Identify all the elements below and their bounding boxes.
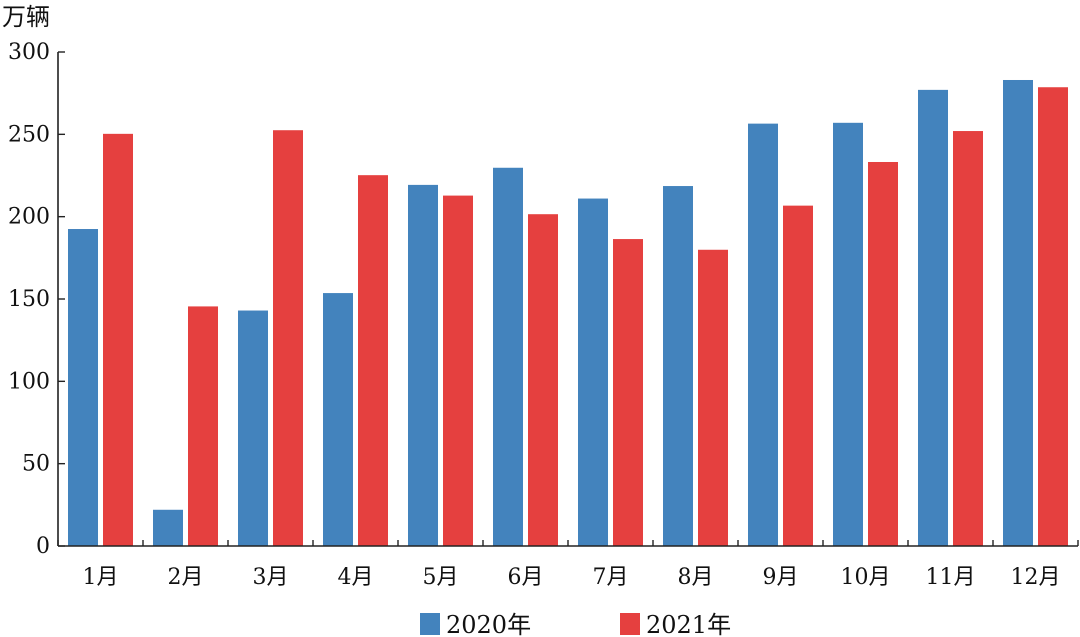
y-tick-label: 100 [8, 369, 50, 394]
bar-series1-12 [1003, 79, 1033, 546]
y-tick-label: 300 [8, 40, 50, 65]
bar-series2-10 [868, 161, 898, 547]
y-tick-label: 50 [22, 452, 50, 477]
y-axis-ticks: 0 50 100 150 200 250 300 [8, 40, 65, 559]
bar-series2-4 [358, 175, 388, 547]
bar-series2-11 [953, 131, 983, 547]
y-tick-label: 200 [8, 205, 50, 230]
bar-series1-4 [323, 293, 353, 546]
bar-series2-1 [103, 133, 133, 546]
bar-series1-11 [918, 89, 948, 546]
x-tick-label: 10月 [841, 565, 891, 590]
bar-series1-1 [68, 229, 98, 546]
legend-label-1: 2020年 [446, 611, 531, 637]
bar-series2-2 [188, 306, 218, 546]
bar-series1-6 [493, 167, 523, 546]
x-tick-label: 6月 [508, 565, 544, 590]
y-tick-label: 250 [8, 122, 50, 147]
bar-series1-8 [663, 186, 693, 546]
bar-series2-5 [443, 195, 473, 546]
y-tick-label: 0 [36, 534, 50, 559]
bar-series2-12 [1038, 87, 1068, 546]
bar-series1-9 [748, 123, 778, 546]
bar-series1-10 [833, 122, 863, 546]
x-tick-label: 2月 [168, 565, 204, 590]
x-tick-label: 11月 [926, 565, 976, 590]
bar-series2-6 [528, 214, 558, 547]
bar-series1-5 [408, 184, 438, 547]
x-tick-label: 1月 [83, 565, 119, 590]
legend-label-2: 2021年 [646, 611, 731, 637]
bar-series1-3 [238, 310, 268, 546]
bar-series2-7 [613, 239, 643, 546]
x-tick-label: 7月 [593, 565, 629, 590]
bar-series1-7 [578, 198, 608, 546]
y-tick-label: 150 [8, 287, 50, 312]
x-tick-label: 9月 [763, 565, 799, 590]
x-tick-label: 8月 [678, 565, 714, 590]
y-axis-unit-label: 万辆 [2, 3, 50, 31]
bar-series2-3 [273, 130, 303, 546]
bar-series2-8 [698, 249, 728, 547]
legend-swatch-1 [420, 613, 440, 635]
legend-swatch-2 [620, 613, 640, 635]
bar-series2-9 [783, 205, 813, 546]
legend: 2020年 2021年 [420, 611, 731, 637]
bar-series1-2 [153, 509, 183, 546]
x-axis-ticks: 1月 2月 3月 4月 5月 6月 7月 8月 9月 10月 11月 12月 [57, 540, 1079, 590]
x-tick-label: 5月 [423, 565, 459, 590]
x-tick-label: 12月 [1011, 565, 1061, 590]
bars-group [68, 79, 1068, 547]
x-tick-label: 3月 [253, 565, 289, 590]
x-tick-label: 4月 [338, 565, 374, 590]
